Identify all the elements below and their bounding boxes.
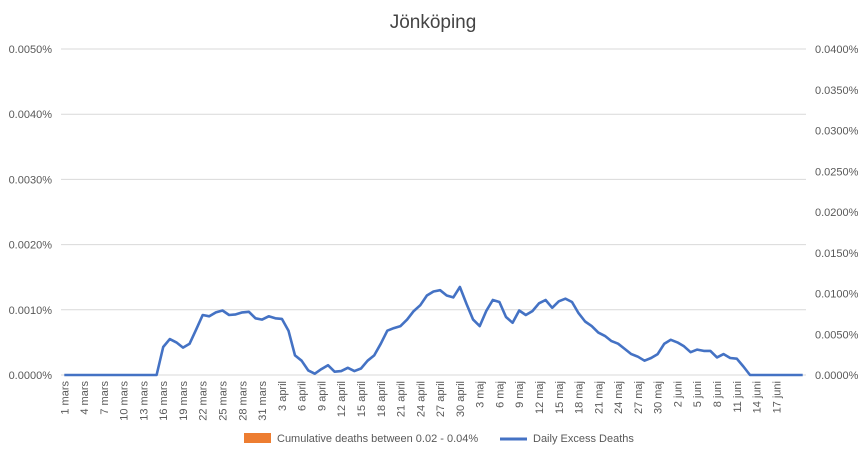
daily-excess-deaths-line — [64, 285, 803, 377]
x-tick-label: 27 april — [435, 381, 447, 417]
line-layer — [64, 285, 803, 377]
x-tick-label: 11 juni — [732, 381, 744, 413]
x-tick-label: 4 mars — [79, 381, 91, 415]
y-left-tick-label: 0.0040% — [9, 109, 53, 121]
y-right-tick-label: 0.0050% — [815, 329, 859, 341]
x-tick-label: 13 mars — [138, 381, 150, 421]
x-tick-label: 1 mars — [59, 381, 71, 415]
y-right-tick-label: 0.0200% — [815, 207, 859, 219]
x-tick-label: 31 mars — [257, 381, 269, 421]
x-tick-label: 6 maj — [494, 381, 506, 408]
legend-swatch-band — [244, 433, 271, 443]
x-tick-label: 16 mars — [158, 381, 170, 421]
x-tick-label: 9 maj — [514, 381, 526, 408]
x-tick-label: 24 april — [415, 381, 427, 417]
x-tick-label: 17 juni — [771, 381, 783, 413]
y-right-tick-label: 0.0000% — [815, 370, 859, 382]
x-tick-label: 12 april — [336, 381, 348, 417]
y-right-tick-label: 0.0400% — [815, 44, 859, 56]
x-tick-label: 10 mars — [119, 381, 131, 421]
x-tick-label: 25 mars — [218, 381, 230, 421]
y-left-tick-label: 0.0020% — [9, 240, 53, 252]
x-tick-label: 15 maj — [554, 381, 566, 414]
x-axis: 1 mars 4 mars 7 mars 10 mars 13 mars 16 mars 1… — [59, 381, 783, 421]
x-tick-label: 22 mars — [198, 381, 210, 421]
left-axis: 0.0000% 0.0010% 0.0020% 0.0030% 0.0040% 0.005… — [9, 44, 53, 382]
y-right-tick-label: 0.0150% — [815, 248, 859, 260]
x-tick-label: 18 maj — [574, 381, 586, 414]
y-left-tick-label: 0.0030% — [9, 174, 53, 186]
x-tick-label: 30 maj — [653, 381, 665, 414]
x-tick-label: 19 mars — [178, 381, 190, 421]
legend-label-line: Daily Excess Deaths — [533, 433, 634, 445]
legend-label-band: Cumulative deaths between 0.02 - 0.04% — [277, 433, 478, 445]
x-tick-label: 12 maj — [534, 381, 546, 414]
x-tick-label: 7 mars — [99, 381, 111, 415]
legend: Cumulative deaths between 0.02 - 0.04% D… — [244, 433, 634, 445]
y-left-tick-label: 0.0000% — [9, 370, 53, 382]
x-tick-label: 30 april — [455, 381, 467, 417]
y-right-tick-label: 0.0100% — [815, 289, 859, 301]
gridlines — [61, 48, 806, 376]
y-left-tick-label: 0.0050% — [9, 44, 53, 56]
x-tick-label: 5 juni — [692, 381, 704, 407]
x-tick-label: 3 maj — [475, 381, 487, 408]
x-tick-label: 21 april — [396, 381, 408, 417]
x-tick-label: 18 april — [376, 381, 388, 417]
y-right-tick-label: 0.0350% — [815, 85, 859, 97]
chart-title: Jönköping — [390, 12, 477, 33]
x-tick-label: 15 april — [356, 381, 368, 417]
x-tick-label: 14 juni — [752, 381, 764, 413]
x-tick-label: 3 april — [277, 381, 289, 411]
y-right-tick-label: 0.0300% — [815, 126, 859, 138]
right-axis: 0.0000% 0.0050% 0.0100% 0.0150% 0.0200% 0.025… — [815, 44, 859, 382]
x-tick-label: 27 maj — [633, 381, 645, 414]
x-tick-label: 21 maj — [593, 381, 605, 414]
y-right-tick-label: 0.0250% — [815, 166, 859, 178]
x-tick-label: 28 mars — [237, 381, 249, 421]
x-tick-label: 9 april — [316, 381, 328, 411]
x-tick-label: 2 juni — [672, 381, 684, 407]
x-tick-label: 24 maj — [613, 381, 625, 414]
y-left-tick-label: 0.0010% — [9, 305, 53, 317]
x-tick-label: 8 juni — [712, 381, 724, 407]
x-tick-label: 6 april — [297, 381, 309, 411]
